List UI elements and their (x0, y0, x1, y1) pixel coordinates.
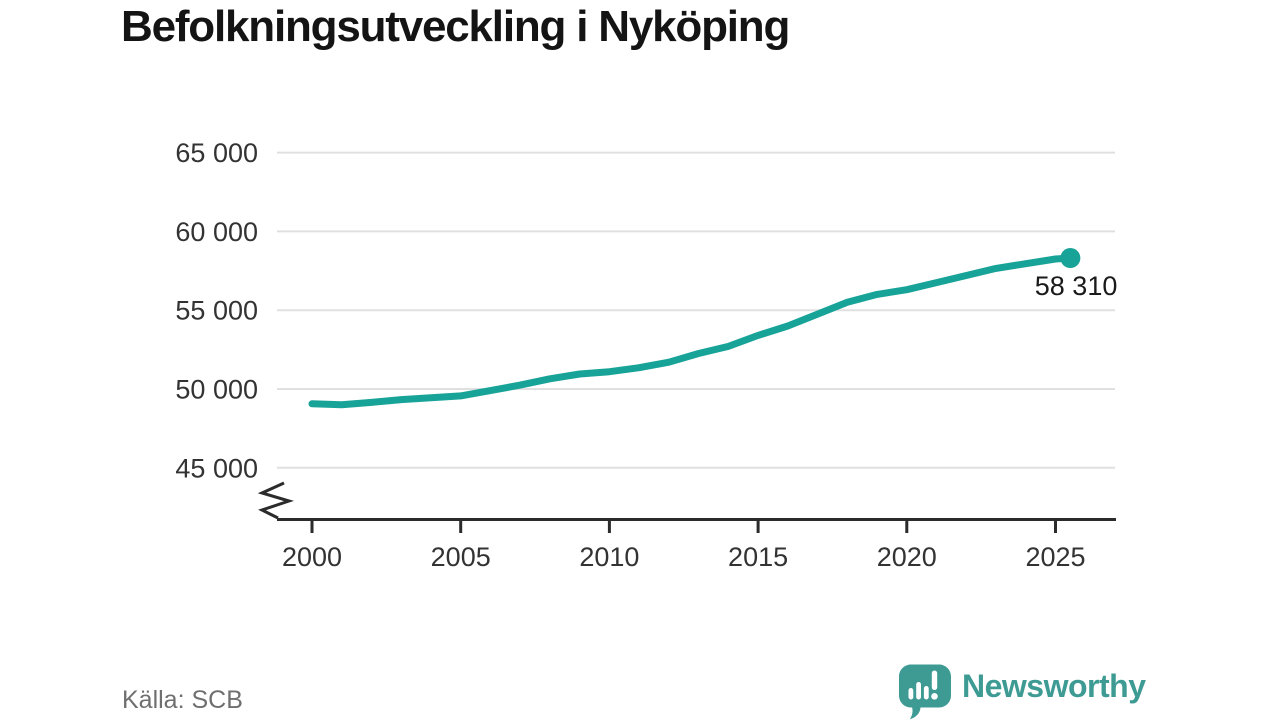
newsworthy-logo: Newsworthy (897, 662, 1146, 720)
y-tick-label: 50 000 (175, 375, 258, 405)
bar-icon-2 (916, 682, 921, 700)
y-tick-label: 65 000 (175, 138, 258, 168)
x-tick-label: 2025 (1025, 542, 1085, 572)
y-tick-label: 45 000 (175, 453, 258, 483)
page-title: Befolkningsutveckling i Nyköping (121, 2, 790, 51)
source-label: Källa: SCB (122, 686, 243, 714)
bar-icon-3 (923, 686, 929, 700)
x-tick-label: 2015 (728, 542, 788, 572)
latest-value-label: 58 310 (1035, 271, 1118, 301)
y-tick-label: 55 000 (175, 296, 258, 326)
newsworthy-wordmark: Newsworthy (962, 667, 1146, 704)
bar-icon-1 (908, 688, 914, 700)
newsworthy-speech-bubble-icon (899, 664, 951, 720)
population-line-series (308, 254, 1074, 409)
x-tick-label: 2005 (431, 542, 491, 572)
population-line-chart: 45 000 50 000 55 000 60 000 65 000 2000 2005 20… (175, 138, 1118, 572)
latest-value-dot (1060, 248, 1081, 269)
x-tick-label: 2020 (877, 542, 937, 572)
x-tick-label: 2010 (579, 542, 639, 572)
y-tick-label: 60 000 (175, 217, 258, 247)
x-tick-label: 2000 (282, 542, 342, 572)
exclamation-bar-icon (931, 670, 938, 690)
axis-break-zigzag-icon (257, 481, 294, 520)
exclamation-dot-icon (931, 693, 938, 700)
